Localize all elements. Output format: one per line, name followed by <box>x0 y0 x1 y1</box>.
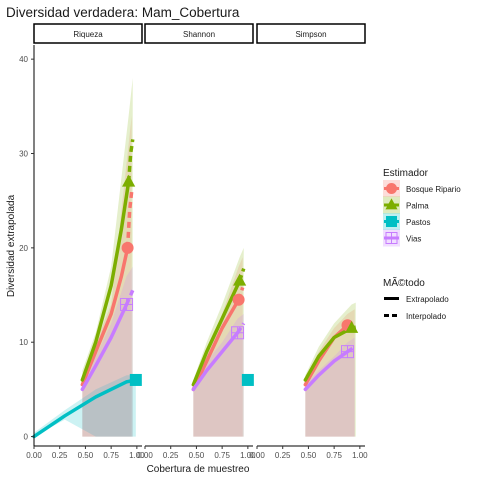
point-pastos-riqueza <box>129 373 142 386</box>
y-axis-title: Diversidad extrapolada <box>6 194 17 297</box>
line-interpolado-palma-shannon <box>191 279 242 387</box>
line-interpolado-palma-simpson <box>303 326 354 382</box>
point-pastos-shannon-mark <box>241 373 254 386</box>
line-interpolado-palma-riqueza <box>80 180 131 382</box>
point-palma-simpson <box>345 320 359 333</box>
legend-estimador-items: Bosque Ripario Palma Pastos Vias <box>383 180 461 247</box>
x-tick-label: 0.50 <box>189 451 205 460</box>
x-tick-label: 1.00 <box>352 451 368 460</box>
facet-label-shannon: Shannon <box>183 30 215 39</box>
legend-label-extrapolado: Extrapolado <box>406 295 449 304</box>
line-interpolado-vias-shannon <box>191 331 240 392</box>
x-axis-title: Cobertura de muestreo <box>147 464 250 475</box>
line-extrapolado-vias-riqueza <box>124 289 135 306</box>
facet-label-simpson: Simpson <box>295 30 326 39</box>
legend-label-interpolado: Interpolado <box>406 312 447 321</box>
point-bosque-ripario-shannon-mark <box>232 293 245 306</box>
legend-key-shape-bosque-ripario <box>386 183 397 194</box>
point-vias-shannon <box>231 326 245 340</box>
legend-title-estimador: Estimador <box>383 168 429 179</box>
facet-label-riqueza: Riqueza <box>73 30 103 39</box>
line-interpolado-bosque-ripario-riqueza <box>80 246 130 387</box>
y-axis: 0 10 20 30 40 <box>19 45 35 446</box>
legend-label-pastos: Pastos <box>406 218 430 227</box>
legend-item-extrapolado: Extrapolado <box>384 295 449 304</box>
legend-key-shape-palma <box>385 198 398 210</box>
point-vias-simpson <box>341 345 355 359</box>
legend-title-metodo: MÃ©todo <box>383 276 425 289</box>
y-tick-label: 10 <box>19 338 28 347</box>
legend-key-shape-palma-mark <box>385 198 398 210</box>
x-tick-label: 0.75 <box>103 451 119 460</box>
y-tick-label: 30 <box>19 150 28 159</box>
legend: Estimador Bosque RiparioPalmaPastosVias … <box>383 168 461 321</box>
point-pastos-riqueza-mark <box>129 373 142 386</box>
x-tick-label: 0.25 <box>52 451 68 460</box>
line-extrapolado-bosque-ripario-riqueza <box>125 191 134 248</box>
line-extrapolado-vias-shannon <box>236 322 246 334</box>
point-bosque-ripario-riqueza-mark <box>121 241 134 254</box>
legend-item-palma: Palma <box>383 196 429 214</box>
legend-item-interpolado: Interpolado <box>384 312 447 321</box>
x-tick-label: 1.00 <box>240 451 256 460</box>
chart-title: Diversidad verdadera: Mam_Cobertura <box>6 5 240 20</box>
point-palma-shannon-mark <box>233 273 247 286</box>
y-tick-label: 40 <box>19 55 28 64</box>
point-vias-riqueza <box>120 297 134 311</box>
point-bosque-ripario-shannon <box>232 293 245 306</box>
point-palma-riqueza-mark <box>122 174 136 187</box>
legend-item-pastos: Pastos <box>383 213 430 230</box>
x-tick-label: 0.00 <box>249 451 265 460</box>
legend-key-shape-bosque-ripario-mark <box>386 183 397 194</box>
line-interpolado-vias-simpson <box>303 349 350 392</box>
x-tick-label: 1.00 <box>129 451 145 460</box>
point-palma-riqueza <box>122 174 136 187</box>
x-tick-label: 0.50 <box>78 451 94 460</box>
plot-panels: Riqueza Shannon Simpson <box>32 23 366 439</box>
facet-strip-riqueza <box>33 23 143 44</box>
legend-key-shape-vias <box>385 232 398 244</box>
panel-simpson: Simpson <box>256 23 366 437</box>
band-bosque-ripario-simpson <box>305 309 355 437</box>
legend-metodo-items: Extrapolado Interpolado <box>384 295 449 321</box>
x-tick-label: 0.75 <box>326 451 342 460</box>
x-tick-label: 0.50 <box>301 451 317 460</box>
point-bosque-ripario-riqueza <box>121 241 134 254</box>
x-tick-label: 0.75 <box>214 451 230 460</box>
panel-shannon: Shannon <box>144 23 254 437</box>
band-vias-shannon <box>193 313 244 437</box>
line-interpolado-vias-riqueza <box>80 302 129 392</box>
x-tick-label: 0.25 <box>275 451 291 460</box>
legend-key-shape-pastos <box>386 216 397 227</box>
band-vias-simpson <box>305 337 355 437</box>
x-tick-label: 0.25 <box>163 451 179 460</box>
legend-item-vias: Vias <box>383 229 421 247</box>
legend-label-vias: Vias <box>406 235 421 244</box>
legend-key-shape-pastos-mark <box>386 216 397 227</box>
panel-riqueza: Riqueza <box>32 23 143 439</box>
legend-label-palma: Palma <box>406 202 429 211</box>
x-tick-label: 0.00 <box>26 451 42 460</box>
line-extrapolado-vias-simpson <box>346 345 356 354</box>
line-interpolado-bosque-ripario-shannon <box>191 298 241 392</box>
point-palma-simpson-mark <box>345 320 359 333</box>
legend-item-bosque-ripario: Bosque Ripario <box>383 180 461 197</box>
point-pastos-shannon <box>241 373 254 386</box>
y-tick-label: 0 <box>24 433 29 442</box>
point-palma-shannon <box>233 273 247 286</box>
x-tick-label: 0.00 <box>137 451 153 460</box>
x-axis: 0.00 0.25 0.50 0.75 1.000.00 0.25 0.50 0.75 1.00… <box>26 445 368 460</box>
legend-label-bosque-ripario: Bosque Ripario <box>406 185 461 194</box>
band-palma-simpson <box>305 302 356 437</box>
y-tick-label: 20 <box>19 244 28 253</box>
line-interpolado-pastos-riqueza <box>32 380 129 439</box>
facet-strip-shannon <box>144 23 254 44</box>
facet-strip-simpson <box>256 23 366 44</box>
